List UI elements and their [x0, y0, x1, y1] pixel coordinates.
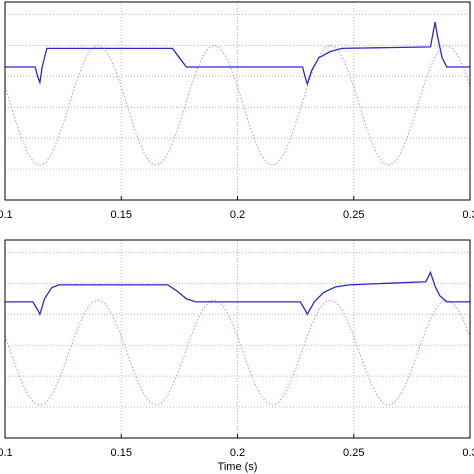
- x-tick-label: 0.2: [230, 209, 245, 221]
- x-tick-label: 0.3: [462, 209, 474, 221]
- x-tick-label: 0.25: [343, 447, 364, 459]
- x-tick-label: 0.25: [343, 209, 364, 221]
- series-line: [4, 44, 471, 166]
- x-tick-label: 0.3: [462, 447, 474, 459]
- series-line: [5, 21, 470, 87]
- series-line: [4, 299, 471, 406]
- x-tick-label: 0.15: [111, 447, 132, 459]
- x-tick-label: 0.15: [111, 209, 132, 221]
- plot-frame: [4, 239, 471, 439]
- x-tick-label: 0.1: [0, 447, 13, 459]
- x-axis-label: Time (s): [218, 461, 258, 473]
- series-line: [5, 270, 470, 317]
- x-tick-label: 0.2: [230, 447, 245, 459]
- x-tick-label: 0.1: [0, 209, 13, 221]
- plot-frame: [4, 1, 471, 201]
